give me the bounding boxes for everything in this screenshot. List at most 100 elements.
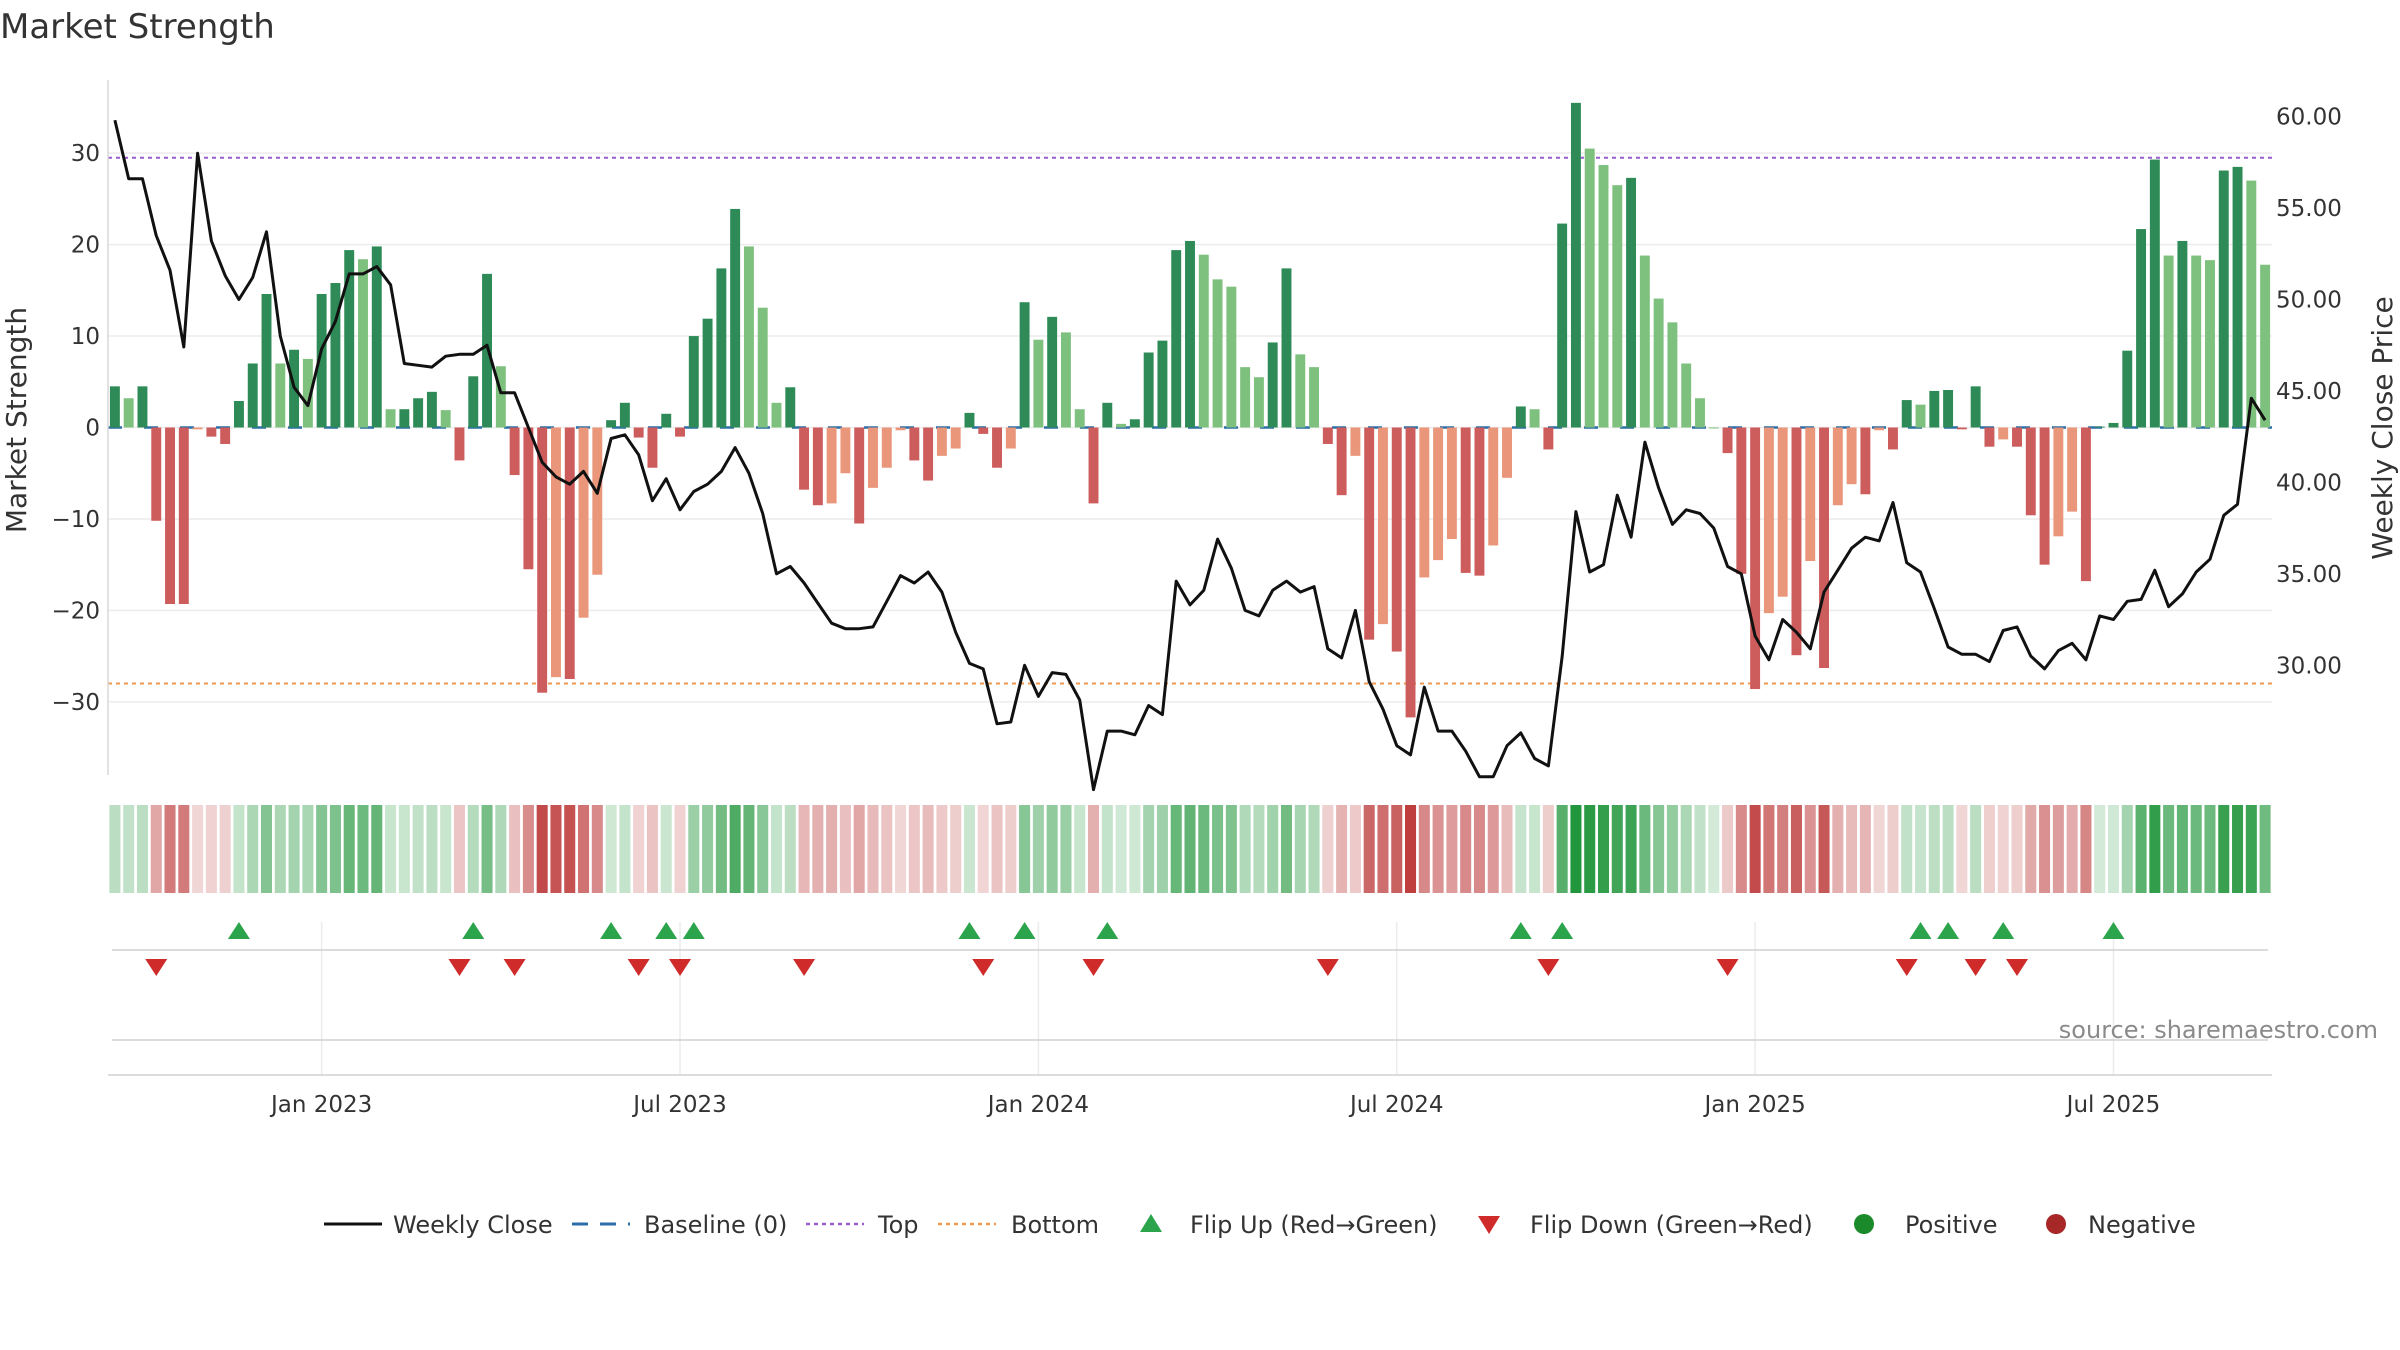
strength-bar <box>992 427 1002 468</box>
strength-bar <box>358 259 368 428</box>
left-tick-label: 20 <box>71 233 100 259</box>
right-tick-label: 30.00 <box>2276 653 2342 679</box>
flip-down-marker <box>448 959 471 976</box>
axes: 30 20 10 0 −10 −20 −30 60.00 55.00 50.00 45.00 40.0… <box>51 80 2342 1118</box>
strength-bar <box>1529 409 1540 428</box>
x-tick-label: Jul 2024 <box>1348 1092 1444 1118</box>
heat-cell <box>1377 805 1389 893</box>
heat-cell <box>867 805 879 893</box>
strength-bar <box>1570 102 1581 428</box>
heat-cell <box>812 805 824 893</box>
heat-cell <box>963 805 975 893</box>
heat-cell <box>1625 805 1637 893</box>
strength-bar <box>468 376 479 428</box>
heat-cell <box>715 805 727 893</box>
flip-down-marker <box>793 959 816 976</box>
strength-bar <box>206 427 217 437</box>
strength-bar <box>537 427 548 693</box>
heat-cell <box>1198 805 1210 893</box>
heat-cell <box>1680 805 1692 893</box>
left-axis-title: Market Strength <box>0 307 33 533</box>
strength-bar <box>688 336 699 428</box>
heat-cell <box>1336 805 1348 893</box>
strength-bar <box>151 427 162 521</box>
legend-swatch-positive <box>1854 1214 1874 1234</box>
right-tick-label: 45.00 <box>2276 379 2342 405</box>
strength-bar <box>2094 426 2105 428</box>
strength-bar <box>2246 180 2257 428</box>
heat-cell <box>2052 805 2064 893</box>
legend-label: Weekly Close <box>393 1211 553 1239</box>
heat-strip <box>109 805 2271 893</box>
legend-label: Positive <box>1905 1211 1998 1239</box>
heat-cell <box>1790 805 1802 893</box>
heat-cell <box>536 805 548 893</box>
heat-cell <box>1253 805 1265 893</box>
strength-bar <box>743 246 754 428</box>
flip-down-marker <box>2006 959 2029 976</box>
heat-cell <box>881 805 893 893</box>
strength-bar <box>1171 250 1182 428</box>
strength-bar <box>1047 316 1058 428</box>
strength-bar <box>1639 255 1650 428</box>
strength-bar <box>1446 427 1457 540</box>
strength-bar <box>137 386 148 428</box>
heat-cell <box>1556 805 1568 893</box>
flip-down-marker <box>1537 959 1560 976</box>
heat-cell <box>2245 805 2257 893</box>
flip-up-marker <box>682 922 705 939</box>
heat-cell <box>398 805 410 893</box>
strength-bar <box>840 427 851 474</box>
strength-bar <box>1060 332 1071 428</box>
strength-bar <box>1502 427 1512 478</box>
flip-down-marker <box>1964 959 1987 976</box>
strength-bar <box>812 427 823 506</box>
strength-bar <box>371 246 382 428</box>
left-tick-label: 10 <box>71 324 100 350</box>
heat-cell <box>343 805 355 893</box>
right-tick-label: 40.00 <box>2276 470 2342 496</box>
heat-cell <box>1639 805 1651 893</box>
heat-cell <box>1915 805 1927 893</box>
strength-bar <box>661 413 672 428</box>
heat-cell <box>1887 805 1899 893</box>
legend-swatch-flip-down <box>1478 1216 1500 1234</box>
strength-bar <box>1998 427 2009 440</box>
heat-cell <box>1280 805 1292 893</box>
strength-bar <box>2012 427 2022 447</box>
strength-bar <box>2149 159 2160 428</box>
flip-up-marker <box>958 922 981 939</box>
heat-cell <box>247 805 259 893</box>
heat-cell <box>770 805 783 893</box>
flip-up-marker <box>1509 922 1532 939</box>
heat-cell <box>1487 805 1499 893</box>
strength-bar <box>1887 427 1898 450</box>
heat-cell <box>1267 805 1279 893</box>
heat-cell <box>578 805 590 893</box>
heat-cell <box>950 805 962 893</box>
strength-bar <box>1433 427 1444 561</box>
heat-cell <box>1653 805 1665 893</box>
heat-cell <box>1570 805 1582 893</box>
strength-bar <box>1901 400 1912 428</box>
strength-bar <box>1088 427 1099 504</box>
strength-bar <box>109 386 120 428</box>
heat-cell <box>619 805 631 893</box>
left-tick-label: −10 <box>51 507 100 533</box>
strength-bar <box>2232 166 2243 428</box>
flip-down-marker <box>503 959 526 976</box>
heat-cell <box>991 805 1003 893</box>
heat-cell <box>564 805 576 893</box>
heat-cell <box>757 805 769 893</box>
heat-cell <box>1294 805 1306 893</box>
strength-bar <box>633 427 644 438</box>
strength-bar <box>1695 398 1705 428</box>
heat-cell <box>1832 805 1844 893</box>
heat-cell <box>2218 805 2230 893</box>
strength-bar <box>550 427 561 678</box>
heat-cell <box>2080 805 2092 893</box>
legend-swatch-negative <box>2046 1214 2066 1234</box>
strength-bar <box>1984 427 1995 447</box>
strength-bar <box>1557 223 1568 428</box>
heat-cell <box>1763 805 1775 893</box>
